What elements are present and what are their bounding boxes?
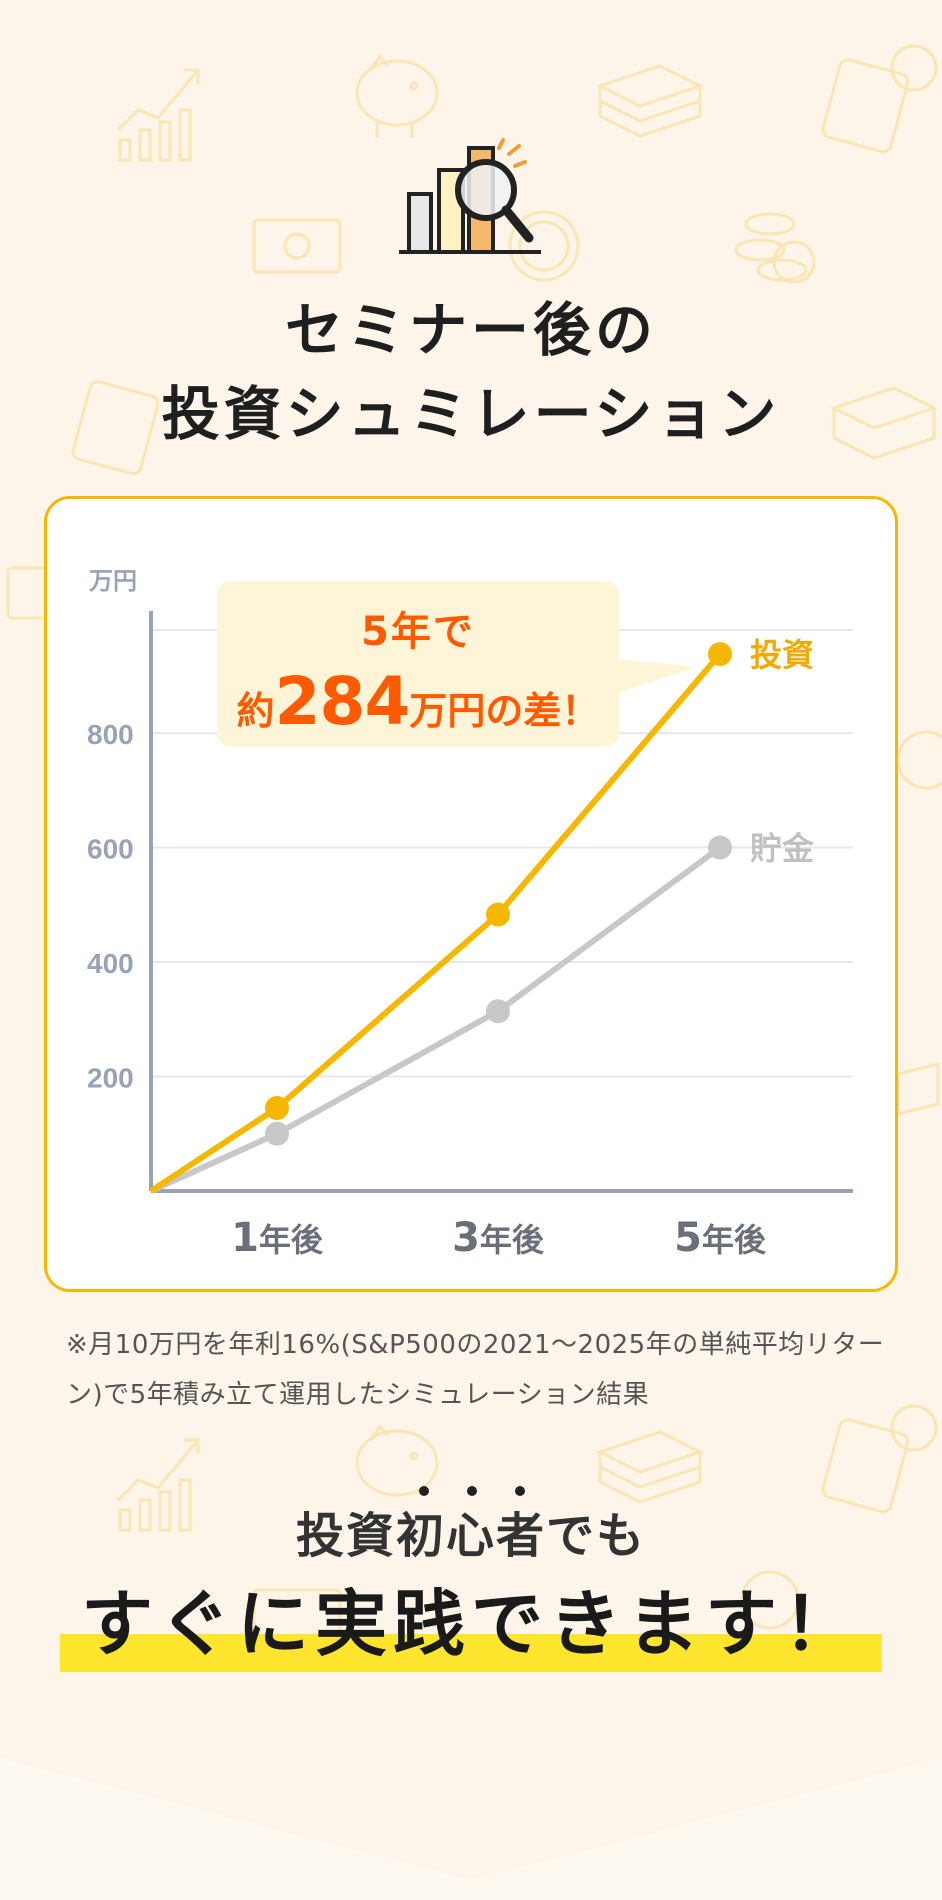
growth-chart-icon	[116, 1438, 200, 1532]
title-line-1: セミナー後の	[284, 296, 657, 364]
money-bundle-icon	[896, 1062, 940, 1116]
cash-bill-icon	[6, 566, 50, 620]
x-tick-label: 5年後	[674, 1215, 767, 1261]
y-tick-label: 600	[87, 834, 134, 865]
emphasis-dots	[419, 1486, 525, 1496]
yen-coin-icon	[740, 1570, 800, 1630]
series-line-savings	[149, 845, 722, 1194]
piggy-bank-icon	[355, 1423, 439, 1497]
data-point	[708, 835, 732, 860]
lead-headline: すぐに実践できます！	[80, 1582, 861, 1666]
calculator-icon	[71, 380, 160, 476]
cash-bill-icon	[252, 218, 342, 274]
y-axis-label: 万円	[89, 567, 137, 595]
callout-suffix: 万円の差！	[409, 689, 600, 733]
chart-magnifier-icon	[399, 138, 541, 254]
series-line-investment	[149, 652, 723, 1194]
callout-pointer	[617, 659, 697, 693]
money-bundle-icon	[596, 64, 704, 138]
growth-chart-icon	[116, 68, 200, 162]
bottom-chevron	[0, 1758, 942, 1900]
coin-stack-icon	[734, 212, 816, 284]
difference-callout: 5年で 約284万円の差！	[217, 581, 619, 747]
data-point	[708, 642, 732, 667]
x-tick-label: 3年後	[452, 1215, 545, 1261]
callout-amount: 284	[274, 663, 411, 740]
data-point	[486, 902, 510, 927]
data-point	[486, 999, 510, 1024]
simulation-line-chart: 200 400 600 800 万円 1年後 3年後 5年後 貯金 投資	[87, 567, 853, 1261]
y-tick-label: 200	[87, 1063, 134, 1094]
lead-subtitle: 投資初心者でも	[295, 1508, 646, 1564]
data-point	[265, 1096, 289, 1121]
simulation-chart-card: 200 400 600 800 万円 1年後 3年後 5年後 貯金 投資 5年で 約284万円の差…	[44, 496, 898, 1292]
money-bundle-icon	[830, 386, 938, 460]
footnote: ※月10万円を年利16%(S&P500の2021〜2025年の単純平均リターン)…	[66, 1330, 885, 1410]
x-tick-label: 1年後	[231, 1215, 324, 1261]
callout-difference: 約284万円の差！	[217, 663, 619, 740]
y-tick-label: 800	[87, 719, 134, 750]
callout-prefix: 約	[236, 689, 275, 733]
callout-period: 5年で	[361, 609, 475, 655]
yen-coin-icon	[896, 730, 942, 790]
y-tick-label: 400	[87, 948, 134, 979]
page-title: セミナー後の 投資シュミレーション	[0, 288, 942, 456]
series-label: 投資	[750, 636, 814, 674]
yen-coin-icon	[508, 210, 580, 282]
title-line-2: 投資シュミレーション	[161, 380, 781, 448]
calculator-icon	[821, 1404, 938, 1514]
data-point	[265, 1121, 289, 1146]
lead-message: 投資初心者でも	[0, 1480, 942, 1566]
calculator-icon	[821, 44, 938, 154]
marker-highlight	[60, 1634, 882, 1672]
piggy-bank-icon	[355, 53, 439, 138]
series-label: 貯金	[750, 830, 815, 868]
money-bundle-icon	[596, 1430, 704, 1504]
lead-headline-wrap: すぐに実践できます！	[60, 1574, 882, 1684]
